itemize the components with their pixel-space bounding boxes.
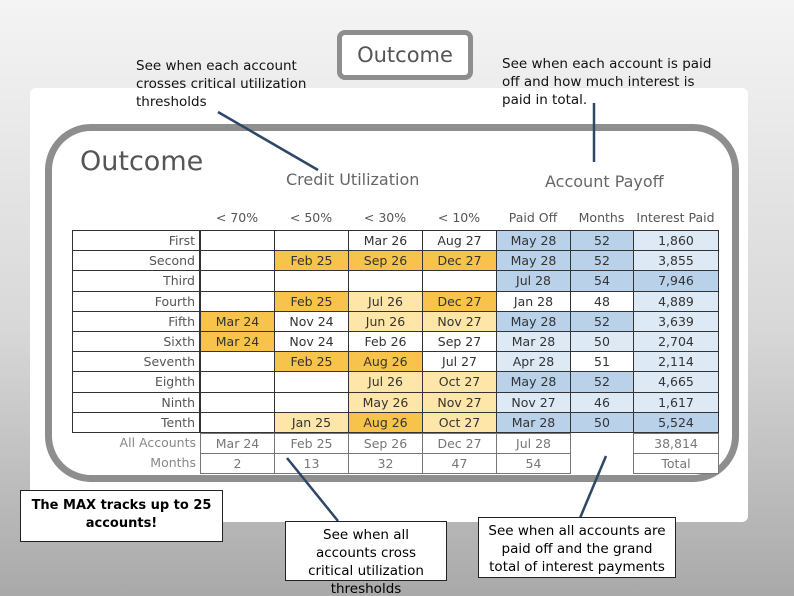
table-cell: 5,524: [633, 411, 719, 433]
table-cell: Dec 27: [422, 250, 497, 272]
table-cell: 4,889: [633, 290, 719, 312]
panel-title: Outcome: [80, 146, 204, 177]
column-header: < 50%: [289, 210, 333, 225]
summary-cell: Dec 27: [422, 433, 497, 455]
table-cell: 7,946: [633, 270, 719, 292]
table-cell: Oct 27: [422, 411, 497, 433]
column-header: < 30%: [363, 210, 407, 225]
arrow: [217, 110, 319, 172]
summary-cell: 38,814: [633, 433, 719, 455]
group-header: Account Payoff: [545, 172, 664, 191]
group-header: Credit Utilization: [286, 170, 420, 189]
callout-box: The MAX tracks up to 25 accounts!: [20, 490, 223, 542]
table-cell: 48: [570, 290, 634, 312]
table-cell: Mar 28: [496, 331, 571, 353]
table-cell: Aug 26: [348, 411, 423, 433]
row-label: Tenth: [72, 411, 200, 433]
summary-cell: 54: [496, 453, 571, 475]
table-cell: Apr 28: [496, 351, 571, 373]
table-cell: Sep 26: [348, 250, 423, 272]
table-cell: Jan 25: [274, 411, 349, 433]
column-header: Months: [578, 210, 625, 225]
column-header: < 70%: [215, 210, 259, 225]
column-header: Interest Paid: [636, 210, 715, 225]
table-cell: Mar 28: [496, 411, 571, 433]
table-cell: Mar 24: [200, 331, 275, 353]
summary-cell: 13: [274, 453, 349, 475]
table-cell: Feb 25: [274, 351, 349, 373]
summary-label: Months: [150, 455, 196, 471]
arrow: [286, 457, 339, 522]
table-cell: Nov 27: [422, 310, 497, 332]
callout-box: See when all accounts cross critical uti…: [285, 521, 447, 596]
summary-label: All Accounts: [119, 435, 196, 450]
summary-cell: 47: [422, 453, 497, 475]
table-cell: 52: [570, 230, 634, 252]
summary-cell: Total: [633, 453, 719, 475]
table-cell: Nov 27: [496, 391, 571, 413]
top-title: Outcome: [337, 30, 473, 80]
column-header: Paid Off: [508, 210, 558, 225]
column-header: < 10%: [437, 210, 481, 225]
callout: See when each account is paid off and ho…: [502, 56, 712, 108]
arrow: [578, 455, 608, 519]
table-cell: 3,855: [633, 250, 719, 272]
summary-cell: Sep 26: [348, 433, 423, 455]
table-cell: 1,617: [633, 391, 719, 413]
table-cell: May 28: [496, 371, 571, 393]
table-cell: 54: [570, 270, 634, 292]
table-cell: Feb 25: [274, 290, 349, 312]
panel-frame: [45, 124, 739, 482]
callout-box: See when all accounts are paid off and t…: [478, 517, 676, 578]
callout: See when each account crosses critical u…: [136, 58, 307, 110]
